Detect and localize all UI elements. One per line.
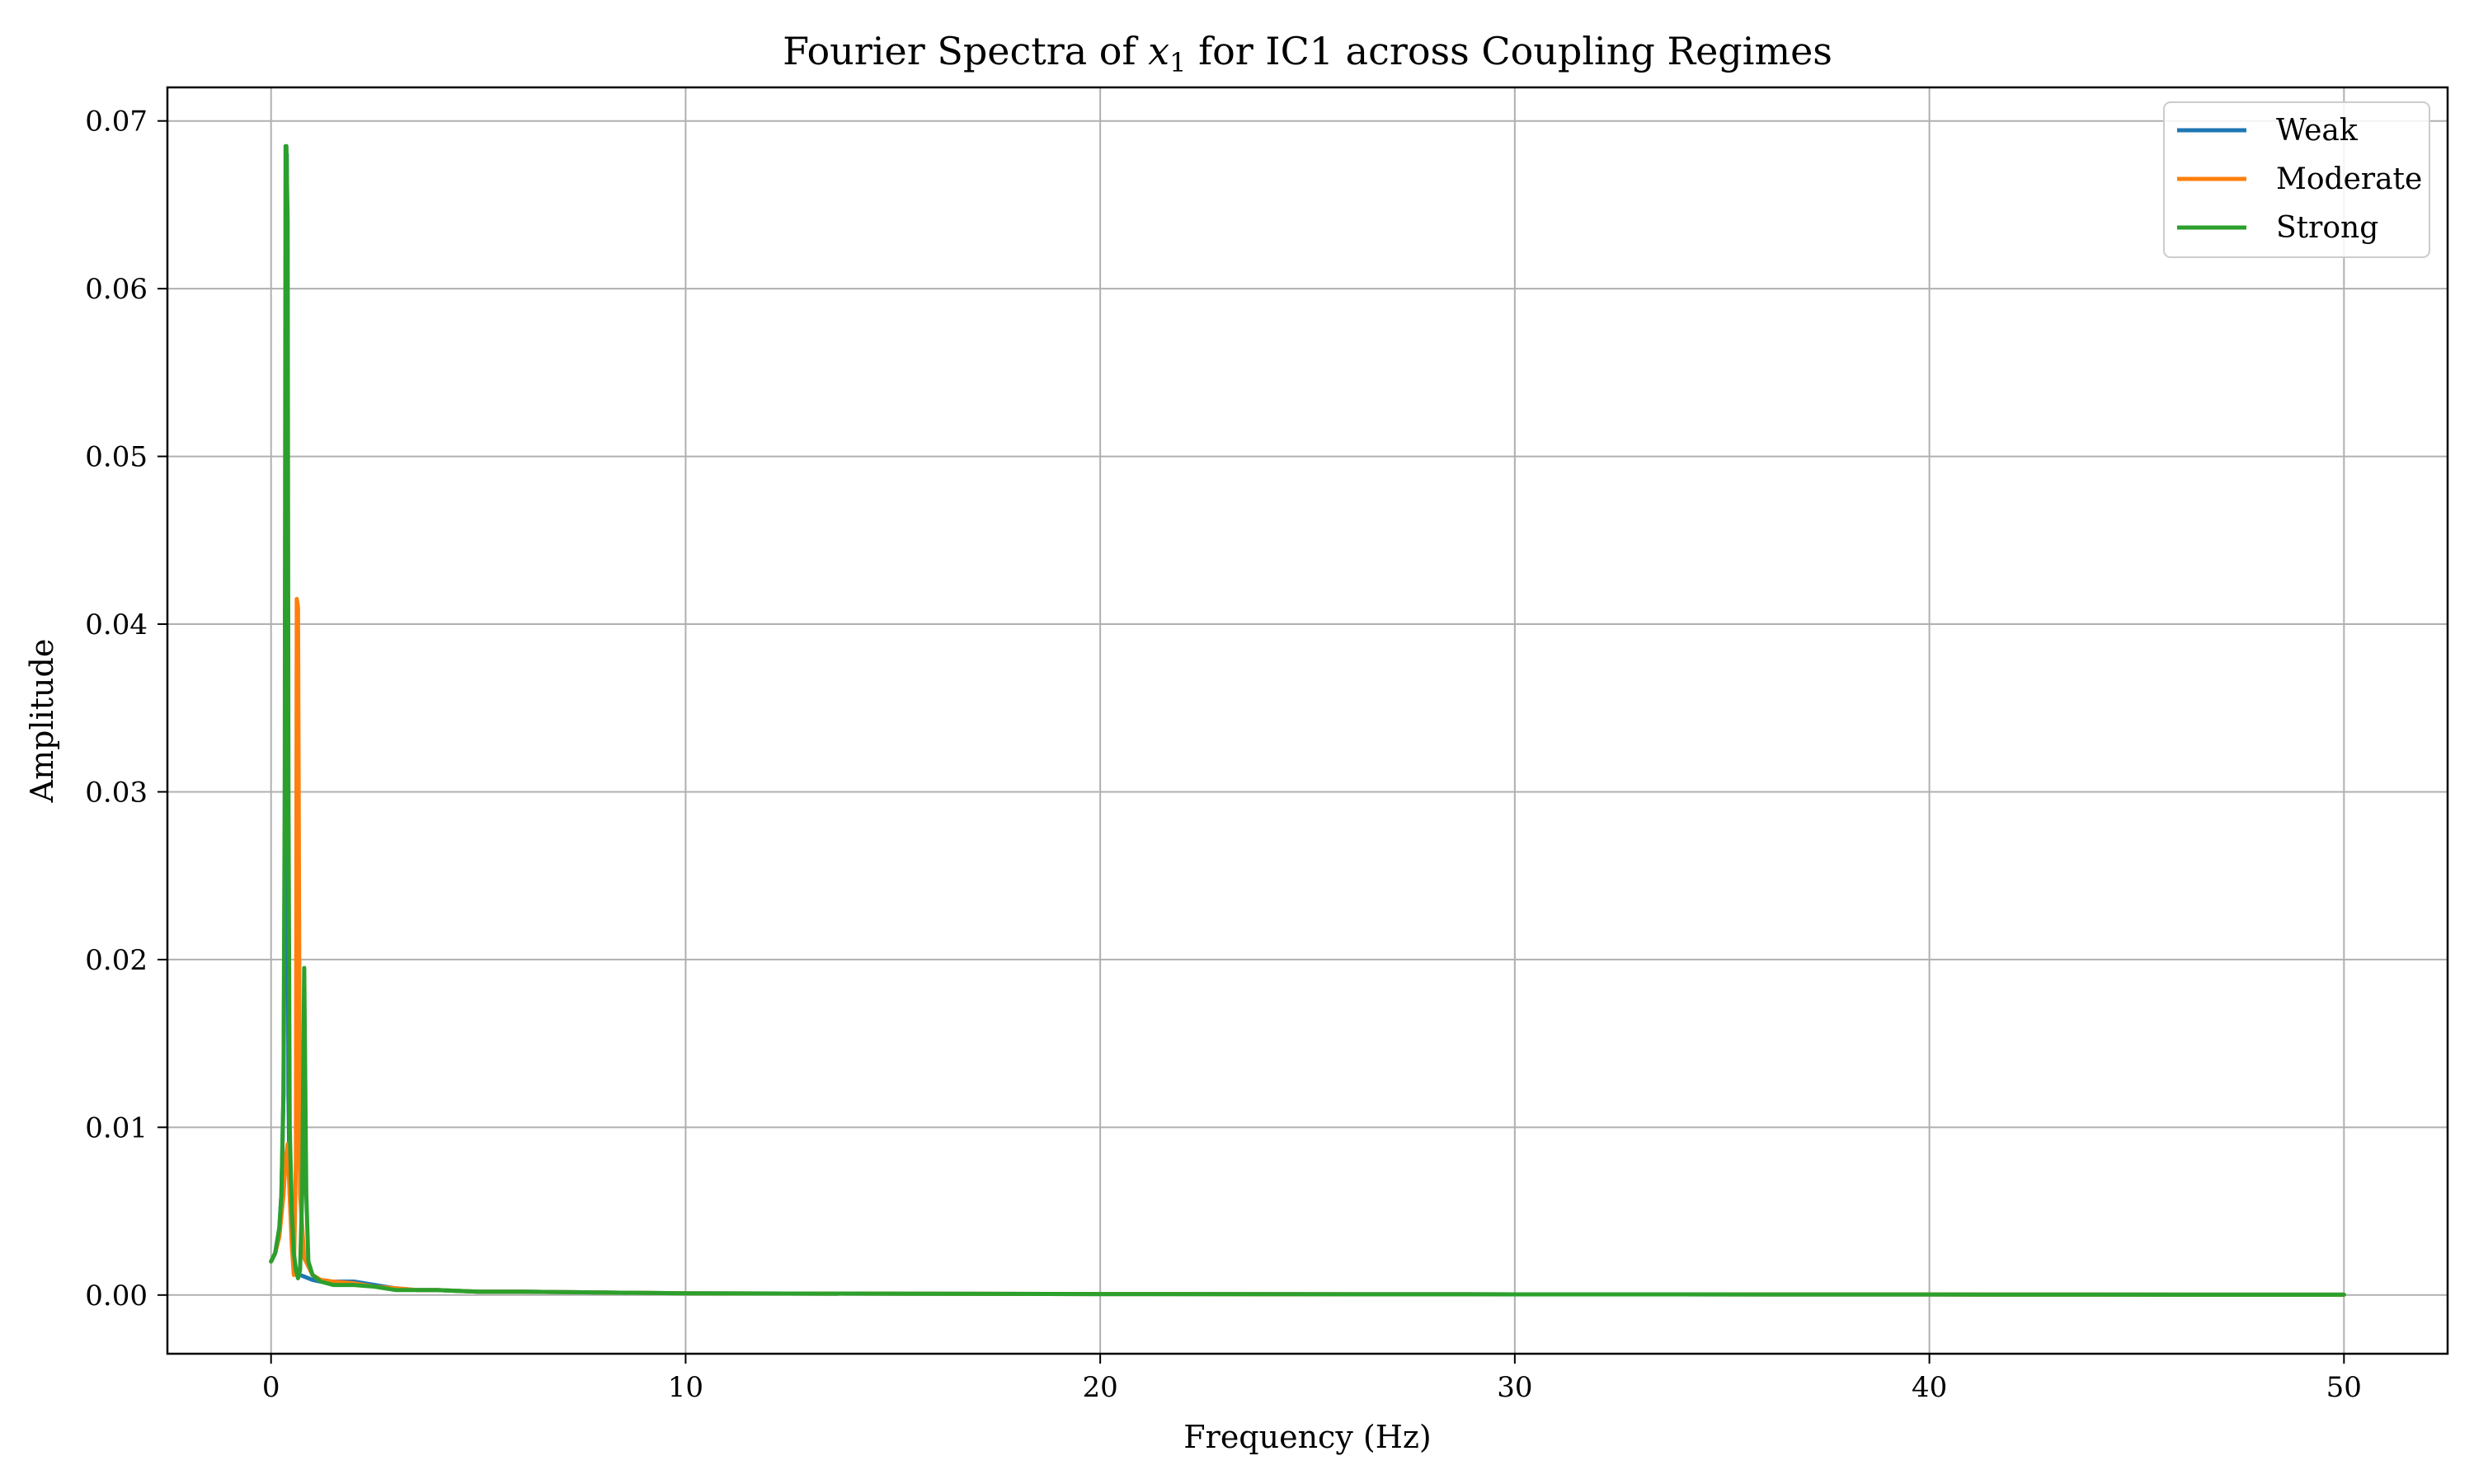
- x-tick-label: 0: [262, 1371, 280, 1404]
- series-line-strong: [269, 143, 2346, 1297]
- grid: [167, 87, 2448, 1354]
- y-tick-label: 0.05: [85, 441, 148, 474]
- chart-title: Fourier Spectra of x1 for IC1 across Cou…: [783, 29, 1832, 78]
- x-tick-label: 10: [668, 1371, 703, 1404]
- legend-label-strong: Strong: [2276, 211, 2378, 245]
- legend-label-moderate: Moderate: [2276, 162, 2422, 196]
- y-tick-label: 0.06: [85, 273, 148, 306]
- x-tick-label: 30: [1497, 1371, 1532, 1404]
- y-tick-label: 0.00: [85, 1280, 148, 1313]
- x-tick-label: 50: [2326, 1371, 2362, 1404]
- x-axis-label: Frequency (Hz): [1183, 1419, 1431, 1455]
- x-tick-label: 20: [1083, 1371, 1118, 1404]
- legend-label-weak: Weak: [2276, 114, 2359, 148]
- y-tick-label: 0.02: [85, 944, 148, 977]
- legend-box: [2163, 101, 2430, 258]
- y-tick-label: 0.01: [85, 1111, 148, 1144]
- series-lines: [269, 143, 2346, 1297]
- y-axis-ticks: 0.00 0.01 0.02 0.03 0.04 0.05 0.06 0.07: [85, 106, 167, 1313]
- y-tick-label: 0.04: [85, 608, 148, 641]
- y-tick-label: 0.03: [85, 776, 148, 809]
- y-tick-label: 0.07: [85, 106, 148, 139]
- legend: Weak Moderate Strong: [2163, 101, 2430, 258]
- x-tick-label: 40: [1912, 1371, 1947, 1404]
- x-axis-ticks: 0 10 20 30 40 50: [262, 1354, 2362, 1404]
- plot-frame: [166, 86, 2449, 1355]
- y-axis-label: Amplitude: [24, 639, 60, 804]
